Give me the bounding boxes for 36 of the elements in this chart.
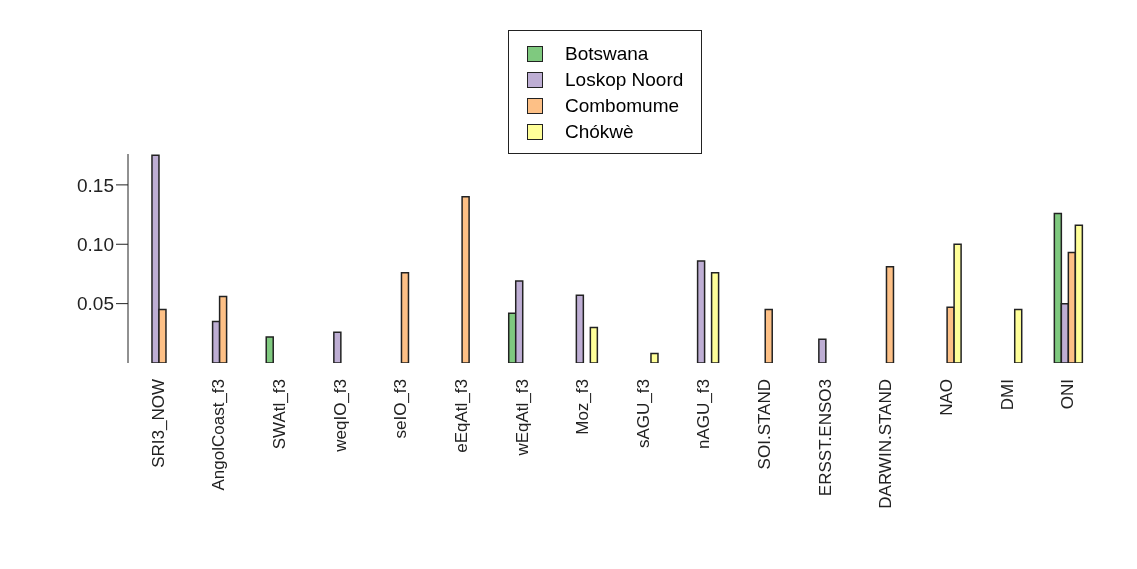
- x-tick-label: NAO: [936, 379, 956, 416]
- x-tick-label: ONI: [1058, 379, 1078, 410]
- legend-label: Loskop Noord: [565, 68, 684, 92]
- x-tick-label: SWAtl_f3: [270, 379, 290, 450]
- x-tick-label: nAGU_f3: [694, 379, 714, 449]
- x-tick-label: wEqAtl_f3: [512, 379, 532, 457]
- legend-label: Combomume: [565, 94, 680, 118]
- x-tick-label: eEqAtl_f3: [451, 379, 471, 453]
- legend-label: Chókwè: [565, 120, 634, 144]
- bar: [589, 326, 599, 363]
- bar: [764, 308, 773, 363]
- x-tick-label: SOI.STAND: [755, 379, 775, 470]
- x-tick-label: AngolCoast_f3: [209, 379, 229, 491]
- bar: [885, 266, 895, 363]
- bar: [1013, 308, 1023, 363]
- x-tick-label: sAGU_f3: [633, 379, 653, 448]
- bar: [818, 338, 827, 363]
- y-tick-label: 0.15: [77, 174, 114, 196]
- x-tick-label: seIO_f3: [391, 379, 411, 439]
- x-tick-label: DARWIN.STAND: [876, 379, 896, 509]
- bar: [696, 260, 706, 363]
- y-tick-label: 0.05: [77, 293, 114, 315]
- bar: [650, 352, 659, 363]
- bar: [265, 336, 274, 363]
- x-tick-label: ERSST.ENSO3: [815, 379, 835, 497]
- bar: [461, 196, 470, 363]
- x-tick-label: Moz_f3: [573, 379, 593, 435]
- bar: [333, 331, 342, 363]
- x-tick-label: weqIO_f3: [330, 379, 350, 453]
- legend-label: Botswana: [565, 42, 649, 66]
- bar: [400, 272, 410, 363]
- bar: [575, 294, 585, 363]
- bar: [710, 272, 720, 363]
- x-tick-label: DMI: [997, 379, 1017, 411]
- x-tick-label: SRI3_NOW: [148, 379, 168, 468]
- y-tick-label: 0.10: [77, 233, 114, 255]
